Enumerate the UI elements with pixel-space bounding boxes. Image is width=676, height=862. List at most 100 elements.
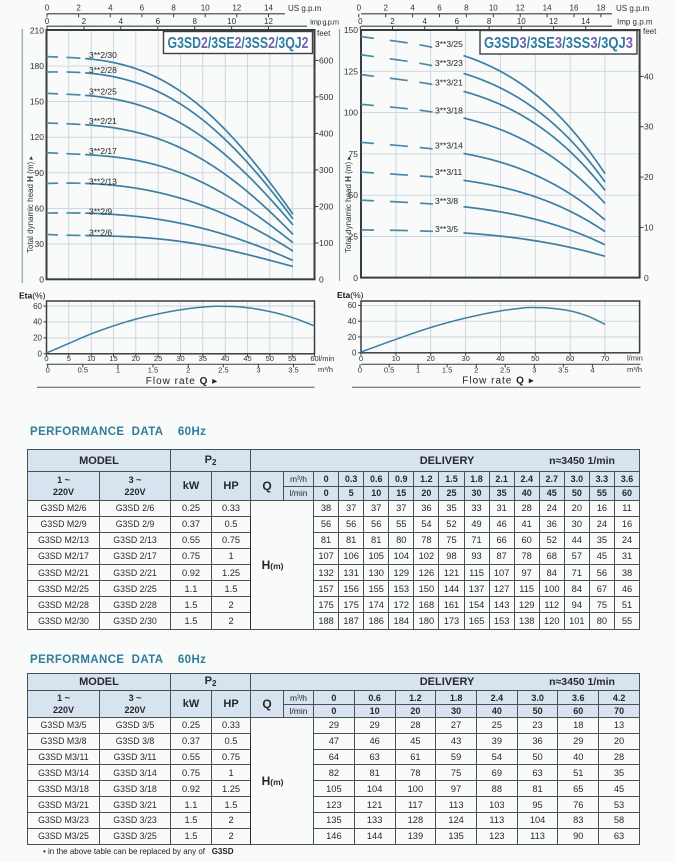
- svg-text:3**3/25: 3**3/25: [435, 39, 463, 49]
- svg-text:60: 60: [566, 354, 574, 363]
- svg-text:1.5: 1.5: [148, 365, 158, 374]
- svg-text:0: 0: [358, 17, 363, 26]
- svg-text:Imp g.p.m: Imp g.p.m: [617, 18, 653, 27]
- svg-text:50: 50: [531, 354, 539, 363]
- svg-text:3**2/30: 3**2/30: [89, 50, 117, 60]
- svg-text:Eta(%): Eta(%): [337, 290, 364, 300]
- svg-text:US g.p.m: US g.p.m: [288, 4, 322, 13]
- svg-text:10: 10: [644, 222, 654, 232]
- svg-text:10: 10: [392, 354, 400, 363]
- svg-text:60: 60: [33, 302, 42, 311]
- svg-text:l/min: l/min: [627, 354, 643, 363]
- svg-text:20: 20: [33, 334, 42, 343]
- svg-text:300: 300: [319, 165, 333, 175]
- svg-text:3**2/9: 3**2/9: [89, 206, 112, 216]
- svg-text:2: 2: [186, 365, 190, 374]
- svg-text:0: 0: [352, 349, 357, 358]
- svg-text:0: 0: [358, 365, 362, 374]
- svg-text:10: 10: [87, 354, 95, 363]
- svg-text:0.5: 0.5: [384, 365, 394, 374]
- svg-text:14: 14: [543, 4, 552, 13]
- svg-text:30: 30: [35, 239, 45, 249]
- svg-text:50: 50: [349, 190, 359, 200]
- svg-text:10: 10: [517, 17, 526, 26]
- svg-text:12: 12: [232, 4, 241, 13]
- svg-text:200: 200: [319, 202, 333, 212]
- svg-text:40: 40: [496, 354, 504, 363]
- svg-text:40: 40: [644, 71, 654, 81]
- svg-text:25: 25: [154, 354, 162, 363]
- svg-text:25: 25: [349, 232, 359, 242]
- svg-text:125: 125: [344, 66, 358, 76]
- svg-text:0: 0: [357, 4, 362, 13]
- svg-text:6: 6: [437, 4, 442, 13]
- svg-text:60: 60: [35, 203, 45, 213]
- svg-text:3: 3: [256, 365, 260, 374]
- svg-text:75: 75: [349, 149, 359, 159]
- svg-text:2.5: 2.5: [218, 365, 228, 374]
- svg-text:0: 0: [45, 4, 50, 13]
- svg-text:3: 3: [532, 365, 536, 374]
- svg-text:5: 5: [67, 354, 71, 363]
- svg-text:30: 30: [644, 122, 654, 132]
- svg-text:1.5: 1.5: [442, 365, 452, 374]
- svg-text:0: 0: [359, 354, 363, 363]
- svg-text:0.5: 0.5: [78, 365, 88, 374]
- svg-text:4: 4: [410, 4, 415, 13]
- svg-text:16: 16: [570, 4, 579, 13]
- svg-text:50: 50: [266, 354, 274, 363]
- svg-text:Flow rate Q ▸: Flow rate Q ▸: [462, 376, 535, 387]
- svg-text:15: 15: [109, 354, 117, 363]
- svg-text:3**2/13: 3**2/13: [89, 177, 117, 187]
- svg-text:3**3/5: 3**3/5: [435, 224, 458, 234]
- svg-text:Total dynamic head H (m) ▸: Total dynamic head H (m) ▸: [344, 156, 353, 253]
- svg-text:8: 8: [487, 17, 492, 26]
- svg-text:0: 0: [45, 17, 50, 26]
- svg-text:4: 4: [422, 17, 427, 26]
- svg-text:3**3/11: 3**3/11: [435, 167, 463, 177]
- svg-text:2: 2: [383, 4, 388, 13]
- svg-text:20: 20: [132, 354, 140, 363]
- svg-text:3**2/17: 3**2/17: [89, 146, 117, 156]
- svg-text:1: 1: [416, 365, 420, 374]
- svg-text:m³/h: m³/h: [627, 365, 642, 374]
- svg-text:8: 8: [192, 17, 197, 26]
- svg-text:120: 120: [30, 132, 44, 142]
- svg-text:400: 400: [319, 128, 333, 138]
- svg-text:0: 0: [46, 365, 50, 374]
- svg-text:35: 35: [199, 354, 207, 363]
- svg-text:10: 10: [489, 4, 498, 13]
- svg-text:Flow rate Q ▸: Flow rate Q ▸: [146, 376, 219, 387]
- svg-text:30: 30: [461, 354, 469, 363]
- svg-text:2: 2: [76, 4, 81, 13]
- svg-text:2.5: 2.5: [500, 365, 510, 374]
- svg-text:90: 90: [35, 168, 45, 178]
- svg-text:m³/h: m³/h: [318, 365, 333, 374]
- svg-text:150: 150: [344, 25, 358, 35]
- svg-text:Eta(%): Eta(%): [19, 291, 46, 301]
- svg-text:4: 4: [590, 365, 594, 374]
- svg-text:3**2/21: 3**2/21: [89, 116, 117, 126]
- svg-text:6: 6: [455, 17, 460, 26]
- svg-text:Total dynamic head H (m) ▸: Total dynamic head H (m) ▸: [26, 156, 35, 253]
- svg-text:210: 210: [30, 26, 44, 36]
- svg-text:3**2/28: 3**2/28: [89, 65, 117, 75]
- svg-text:feet: feet: [643, 27, 657, 36]
- svg-text:3**3/18: 3**3/18: [435, 106, 463, 116]
- svg-text:feet: feet: [317, 29, 331, 38]
- svg-text:12: 12: [264, 17, 273, 26]
- svg-text:1: 1: [116, 365, 120, 374]
- svg-text:10: 10: [227, 17, 236, 26]
- svg-text:0: 0: [319, 275, 324, 285]
- svg-text:60: 60: [348, 301, 357, 310]
- svg-text:0: 0: [644, 273, 649, 283]
- svg-text:600: 600: [319, 55, 333, 65]
- svg-text:20: 20: [427, 354, 435, 363]
- svg-text:180: 180: [30, 61, 44, 71]
- svg-text:6: 6: [156, 17, 161, 26]
- svg-text:100: 100: [319, 238, 333, 248]
- svg-text:14: 14: [581, 17, 590, 26]
- svg-text:14: 14: [264, 4, 273, 13]
- svg-text:6: 6: [140, 4, 145, 13]
- svg-text:55: 55: [288, 354, 296, 363]
